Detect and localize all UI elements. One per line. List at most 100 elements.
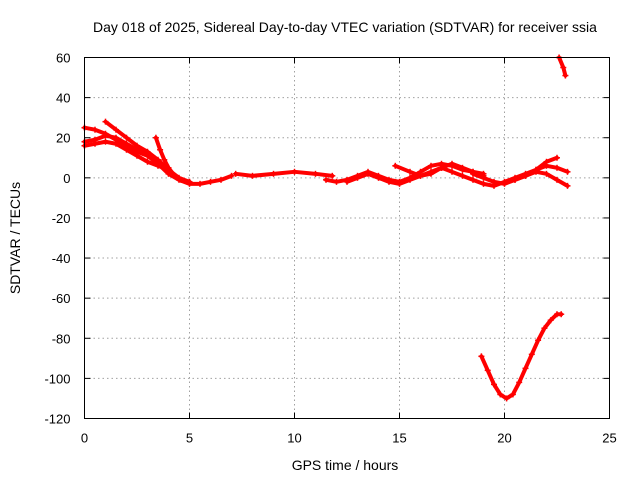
data-point xyxy=(428,162,434,169)
series-arc-late-5 xyxy=(478,311,565,402)
data-point xyxy=(543,170,550,177)
data-point xyxy=(564,182,571,189)
data-point xyxy=(386,178,392,185)
data-point xyxy=(249,172,256,179)
series-arc-late-4 xyxy=(556,54,569,79)
data-point xyxy=(554,154,560,161)
x-tick-label: 15 xyxy=(392,431,406,446)
data-point xyxy=(365,170,371,177)
series-line xyxy=(557,55,568,78)
data-point xyxy=(522,365,529,372)
data-point xyxy=(197,180,203,187)
data-point xyxy=(186,178,193,185)
data-point xyxy=(144,150,151,157)
data-point xyxy=(165,164,172,171)
x-tick-label: 10 xyxy=(287,431,301,446)
data-point xyxy=(558,311,565,318)
data-point xyxy=(375,174,382,181)
data-point xyxy=(157,146,164,153)
data-point xyxy=(480,174,487,181)
data-point xyxy=(407,168,413,175)
data-point xyxy=(113,134,119,141)
data-point xyxy=(501,180,508,187)
data-point xyxy=(449,160,455,167)
data-point xyxy=(554,176,560,183)
chart-title: Day 018 of 2025, Sidereal Day-to-day VTE… xyxy=(93,19,597,35)
tick-layer: 0 5 10 15 20 25 -120 -100 -80 -60 -40 -20 0 20 40 60 xyxy=(44,51,616,446)
series-line xyxy=(479,312,564,401)
data-point xyxy=(218,176,224,183)
data-point xyxy=(497,391,504,398)
data-point xyxy=(541,325,548,332)
data-point xyxy=(528,351,535,358)
data-point xyxy=(535,337,542,344)
data-point xyxy=(516,379,523,386)
y-tick-label: -20 xyxy=(52,211,71,226)
data-point xyxy=(312,170,319,177)
data-point xyxy=(113,140,119,147)
data-point xyxy=(509,391,516,398)
data-point xyxy=(134,152,140,159)
plot-frame xyxy=(84,57,610,419)
data-point xyxy=(503,395,510,402)
data-point xyxy=(270,170,277,177)
data-point xyxy=(102,118,109,125)
data-point xyxy=(562,72,569,79)
data-point xyxy=(123,134,130,141)
data-point xyxy=(92,126,98,133)
data-point xyxy=(512,176,518,183)
x-tick-label: 20 xyxy=(497,431,511,446)
data-point xyxy=(102,132,109,139)
data-point xyxy=(564,168,571,175)
data-point xyxy=(344,178,350,185)
series-arc-mid-1 xyxy=(232,168,336,179)
data-point xyxy=(484,367,491,374)
data-point xyxy=(560,64,567,71)
data-point xyxy=(123,146,130,153)
data-point xyxy=(155,156,161,163)
y-tick-label: -60 xyxy=(52,291,71,306)
data-point xyxy=(522,172,529,179)
data-point xyxy=(155,162,161,169)
x-tick-label: 5 xyxy=(186,431,193,446)
data-point xyxy=(228,172,235,179)
data-point xyxy=(554,164,560,171)
data-point xyxy=(333,178,340,185)
data-point xyxy=(392,162,399,169)
data-point xyxy=(113,126,119,133)
data-point xyxy=(152,134,159,141)
y-tick-label: 0 xyxy=(63,171,70,186)
x-axis-label: GPS time / hours xyxy=(292,457,399,473)
y-tick-label: -40 xyxy=(52,251,71,266)
data-point xyxy=(92,136,98,143)
data-point xyxy=(449,168,455,175)
data-point xyxy=(491,381,497,388)
x-tick-label: 0 xyxy=(81,431,88,446)
data-point xyxy=(329,172,336,179)
data-point xyxy=(470,170,476,177)
y-tick-label: -120 xyxy=(44,412,70,427)
y-tick-label: 20 xyxy=(56,131,70,146)
x-tick-label: 25 xyxy=(602,431,616,446)
data-point xyxy=(102,138,109,145)
data-point xyxy=(543,158,550,165)
data-point xyxy=(478,353,485,360)
y-tick-label: -80 xyxy=(52,331,71,346)
data-point xyxy=(354,174,361,181)
y-axis-label: SDTVAR / TECUs xyxy=(7,182,23,294)
data-point xyxy=(417,172,424,179)
data-point xyxy=(161,156,168,163)
series-arc-early-5 xyxy=(81,132,151,157)
data-point xyxy=(396,180,403,187)
data-point xyxy=(480,180,487,187)
data-point xyxy=(291,168,298,175)
data-point xyxy=(491,178,497,185)
data-point xyxy=(547,317,554,324)
data-point xyxy=(123,140,130,147)
data-point xyxy=(323,176,329,183)
data-point xyxy=(407,176,413,183)
data-point xyxy=(207,178,214,185)
data-point xyxy=(171,172,178,179)
y-tick-label: -100 xyxy=(44,371,70,386)
